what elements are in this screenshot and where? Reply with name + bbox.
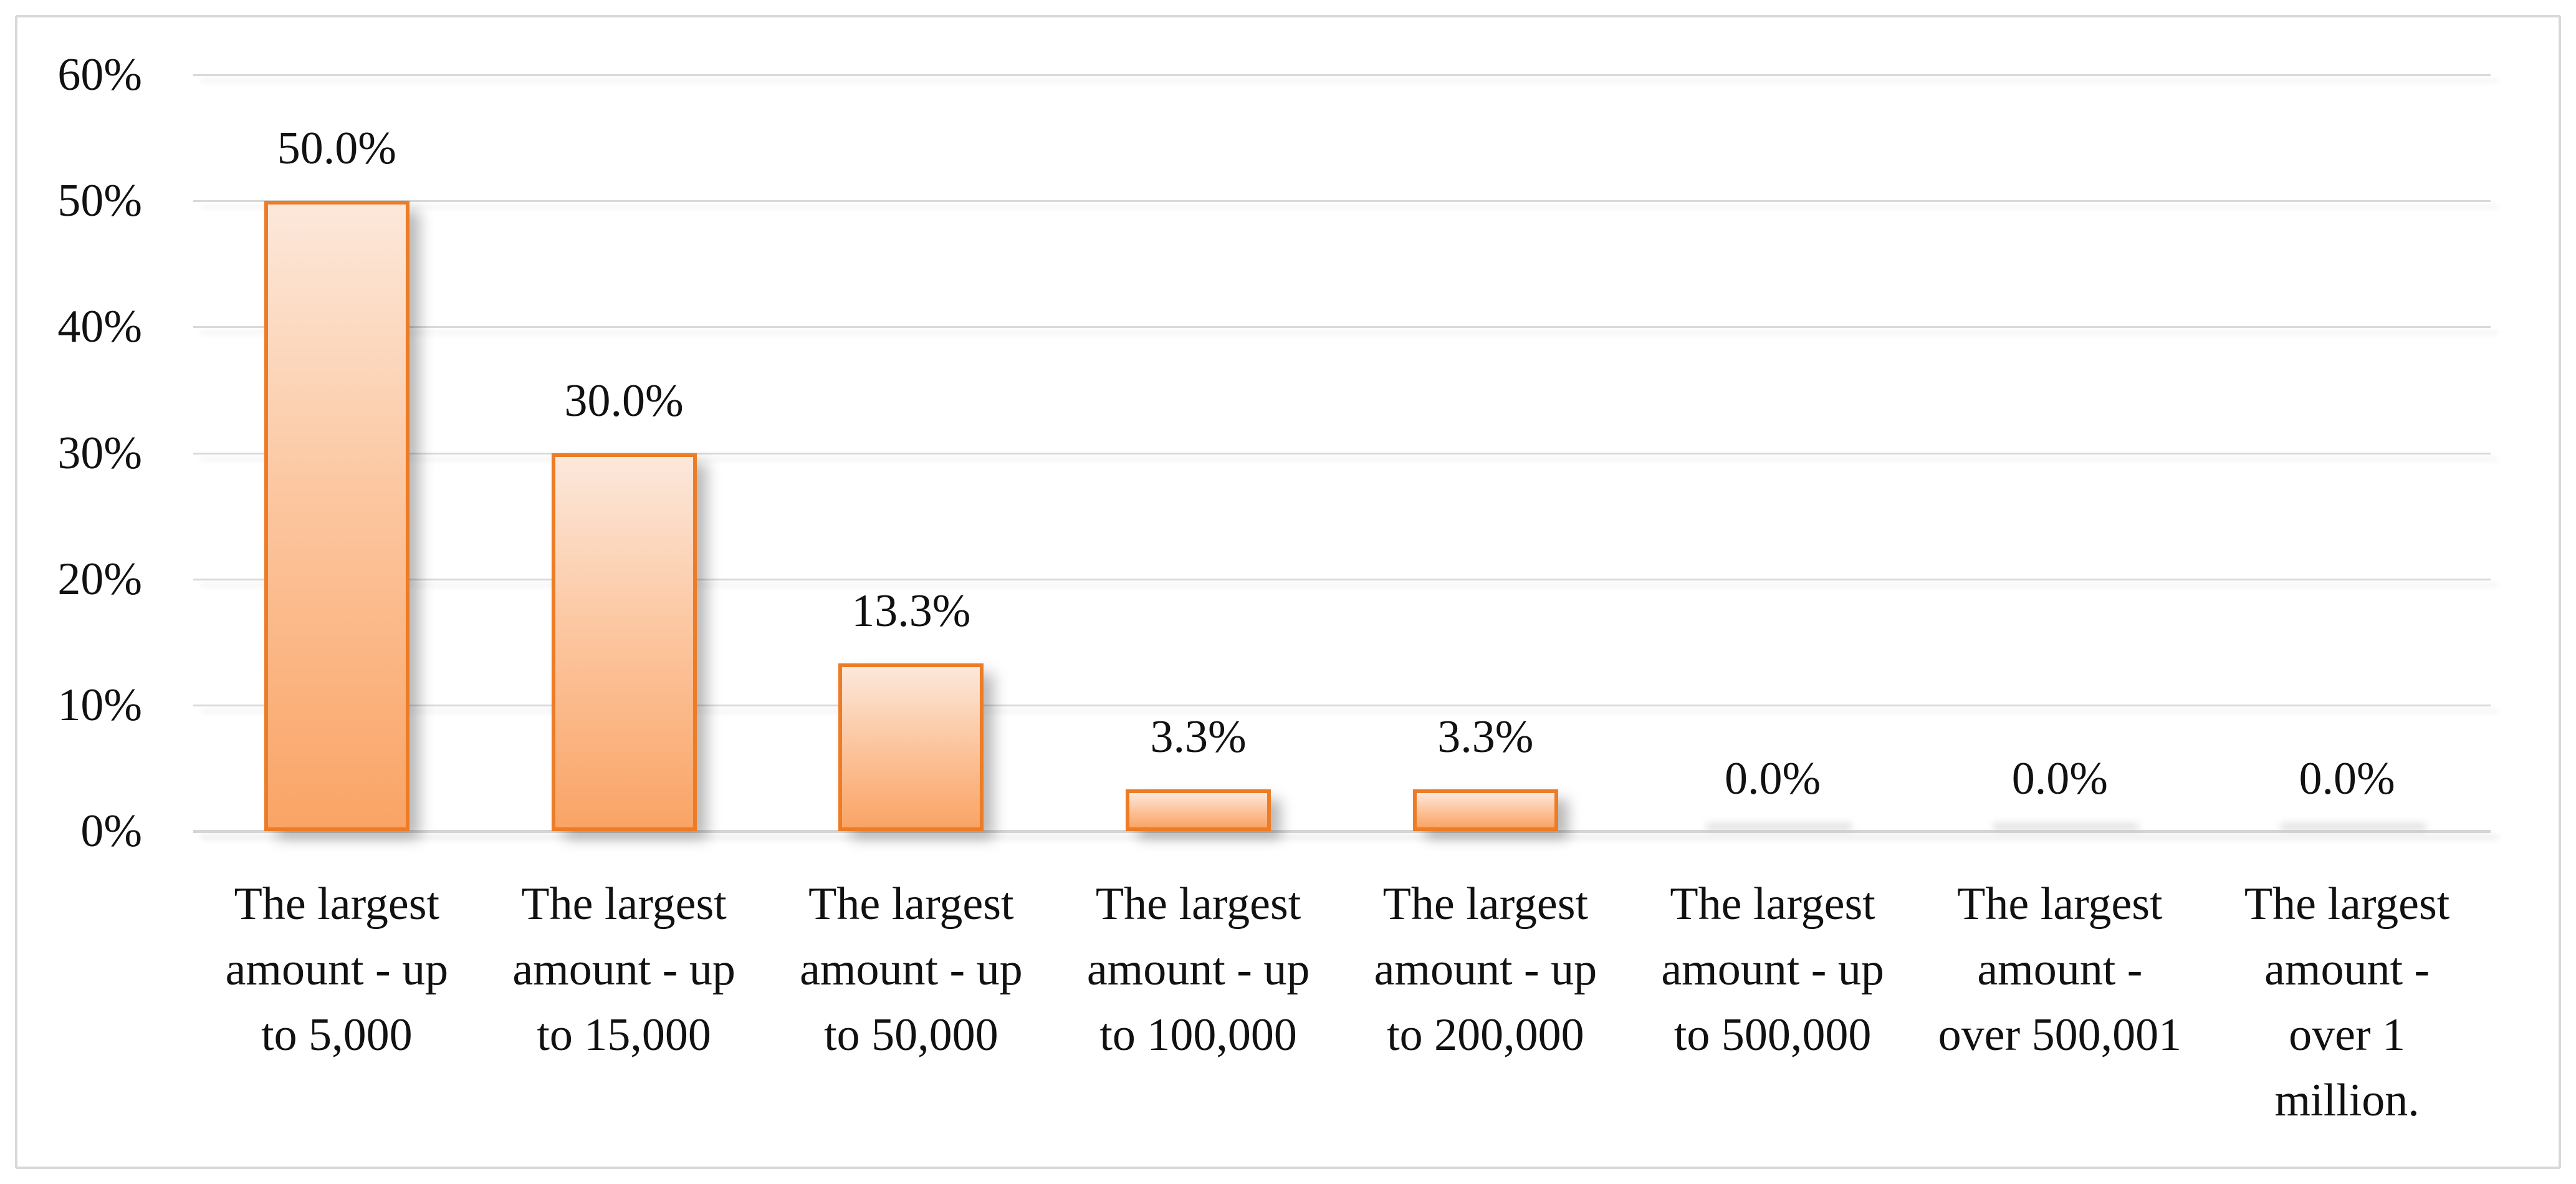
x-axis-category-label: The largest amount - up to 5,000 xyxy=(193,872,481,1068)
y-axis-tick-label: 10% xyxy=(57,679,142,731)
category-label-line: to 100,000 xyxy=(1099,1009,1297,1061)
bar-data-label: 3.3% xyxy=(1150,711,1247,763)
y-gridline xyxy=(193,704,2491,706)
y-gridline xyxy=(193,74,2491,76)
category-label-line: over 1 xyxy=(2289,1009,2406,1061)
category-label-line: amount - up xyxy=(800,944,1023,995)
category-label-line: The largest xyxy=(521,878,727,930)
y-axis-tick-label: 20% xyxy=(57,553,142,605)
zero-bar-shadow xyxy=(1993,824,2139,830)
x-axis-category-label: The largest amount - over 1 million. xyxy=(2203,872,2491,1133)
category-label-line: The largest xyxy=(1095,878,1301,930)
category-label-line: The largest xyxy=(1382,878,1589,930)
category-label-line: amount - up xyxy=(1086,944,1310,995)
bar xyxy=(1412,789,1558,831)
bar xyxy=(264,201,409,831)
category-label-line: over 500,001 xyxy=(1938,1009,2182,1061)
bar-data-label: 50.0% xyxy=(277,123,396,175)
x-axis-category-label: The largest amount - up to 500,000 xyxy=(1629,872,1917,1068)
category-label-line: amount - up xyxy=(1661,944,1884,995)
bar-data-label: 0.0% xyxy=(2299,753,2395,804)
category-label-line: The largest xyxy=(2244,878,2450,930)
category-label-line: The largest xyxy=(234,878,440,930)
x-axis-category-label: The largest amount - up to 100,000 xyxy=(1055,872,1342,1068)
category-label-line: The largest xyxy=(808,878,1014,930)
y-axis-tick-label: 0% xyxy=(80,806,142,857)
category-label-line: amount - up xyxy=(225,944,449,995)
category-label-line: to 500,000 xyxy=(1673,1009,1872,1061)
y-axis-tick-label: 50% xyxy=(57,175,142,227)
y-axis-tick-label: 60% xyxy=(57,49,142,100)
y-gridline xyxy=(193,452,2491,455)
x-axis-category-label: The largest amount - up to 200,000 xyxy=(1342,872,1629,1068)
y-axis-tick-label: 30% xyxy=(57,427,142,479)
bar-data-label: 0.0% xyxy=(1725,753,1821,804)
x-axis-category-label: The largest amount - over 500,001 xyxy=(1917,872,2204,1068)
x-axis-category-label: The largest amount - up to 15,000 xyxy=(481,872,768,1068)
category-label-line: to 50,000 xyxy=(824,1009,998,1061)
y-gridline xyxy=(193,200,2491,203)
bar-data-label: 0.0% xyxy=(2011,753,2108,804)
bar-data-label: 13.3% xyxy=(851,585,971,637)
y-axis-tick-label: 40% xyxy=(57,301,142,353)
x-axis-line xyxy=(193,830,2491,833)
category-label-line: to 200,000 xyxy=(1387,1009,1584,1061)
category-label-line: million. xyxy=(2274,1075,2420,1126)
bar xyxy=(1126,789,1271,831)
bar xyxy=(551,453,697,831)
x-axis-category-label: The largest amount - up to 50,000 xyxy=(768,872,1055,1068)
y-gridline xyxy=(193,326,2491,329)
y-gridline xyxy=(193,578,2491,580)
category-label-line: amount - xyxy=(1977,944,2143,995)
bar xyxy=(838,663,984,831)
category-label-line: The largest xyxy=(1670,878,1875,930)
bar-data-label: 3.3% xyxy=(1437,711,1534,763)
chart-frame xyxy=(15,15,2561,1169)
category-label-line: amount - xyxy=(2264,944,2430,995)
category-label-line: to 5,000 xyxy=(261,1009,413,1061)
category-label-line: The largest xyxy=(1957,878,2163,930)
category-label-line: amount - up xyxy=(1374,944,1597,995)
category-label-line: amount - up xyxy=(512,944,735,995)
bar-data-label: 30.0% xyxy=(564,375,684,426)
category-label-line: to 15,000 xyxy=(537,1009,711,1061)
zero-bar-shadow xyxy=(2281,824,2426,830)
zero-bar-shadow xyxy=(1706,824,1852,830)
